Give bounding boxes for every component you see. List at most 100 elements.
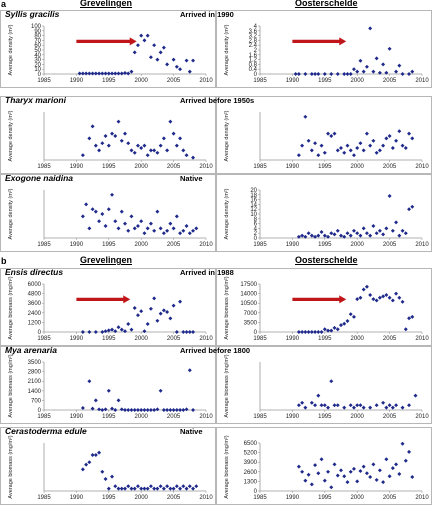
y-tick-label-0-8: 80 — [34, 34, 41, 40]
data-point-1-28 — [410, 69, 415, 74]
data-point-2-7 — [106, 143, 111, 148]
data-point-5-10 — [329, 231, 334, 236]
x-tick-label-2-2: 1995 — [102, 164, 116, 170]
data-point-6-31 — [191, 330, 196, 334]
x-tick-label-3-0: 1985 — [253, 164, 267, 170]
x-tick-label-3-5: 2010 — [415, 164, 429, 170]
species-title-0: Syllis gracilis — [5, 9, 60, 19]
y-tick-label-0-0: 0 — [38, 72, 42, 78]
data-point-9-17 — [361, 405, 366, 410]
data-point-11-24 — [374, 477, 379, 482]
site-label-right-b: Oosterschelde — [295, 255, 358, 265]
data-point-2-1 — [87, 136, 92, 141]
y-tick-label-0-4: 40 — [34, 53, 41, 59]
data-point-10-21 — [148, 484, 153, 489]
x-tick-label-3-2: 1995 — [318, 164, 332, 170]
data-point-6-0 — [80, 330, 85, 334]
species-title-2: Exogone naidina — [5, 173, 74, 183]
data-point-6-14 — [135, 313, 140, 318]
data-point-1-23 — [387, 46, 392, 51]
data-point-1-11 — [348, 72, 353, 76]
data-point-4-15 — [129, 214, 134, 219]
y-tick-label-5-2: 4 — [254, 226, 258, 232]
x-tick-label-7-3: 2000 — [351, 336, 365, 342]
data-point-9-11 — [335, 403, 340, 408]
arrow-head-1 — [339, 37, 347, 46]
x-tick-label-5-3: 2000 — [351, 242, 365, 248]
data-point-9-6 — [319, 403, 324, 408]
data-point-3-29 — [390, 146, 395, 150]
y-tick-label-1-2: 0.8 — [249, 62, 258, 68]
data-point-11-35 — [410, 474, 415, 479]
data-point-4-10 — [113, 219, 118, 224]
data-point-2-29 — [178, 136, 183, 141]
data-point-5-17 — [351, 228, 356, 233]
x-tick-label-8-5: 2010 — [199, 414, 213, 420]
data-point-11-20 — [361, 464, 366, 469]
data-point-4-28 — [171, 226, 176, 231]
x-tick-label-4-3: 2000 — [135, 242, 149, 248]
data-point-3-18 — [355, 146, 360, 150]
data-point-11-3 — [306, 472, 311, 477]
data-point-4-0 — [80, 214, 85, 219]
data-point-8-30 — [181, 408, 186, 412]
x-tick-label-6-0: 1985 — [37, 336, 51, 342]
data-point-9-3 — [309, 400, 314, 405]
x-tick-label-8-2: 1995 — [102, 414, 116, 420]
data-point-1-8 — [335, 72, 340, 76]
x-tick-label-4-1: 1990 — [70, 242, 84, 248]
y-tick-label-7-3: 10500 — [240, 301, 257, 307]
data-point-5-35 — [410, 204, 415, 209]
data-point-4-16 — [132, 226, 137, 231]
x-tick-label-10-1: 1990 — [70, 495, 84, 501]
status-label-4: Arrived before 1800 — [180, 346, 251, 355]
data-point-5-29 — [390, 228, 395, 233]
x-tick-label-9-0: 1985 — [253, 414, 267, 420]
data-point-11-16 — [348, 469, 353, 474]
data-point-11-9 — [326, 469, 331, 474]
data-point-8-17 — [139, 408, 144, 412]
data-point-5-32 — [400, 228, 405, 233]
data-point-10-17 — [135, 484, 140, 489]
y-tick-label-7-5: 17500 — [240, 282, 257, 288]
data-point-10-4 — [93, 453, 98, 457]
data-point-4-31 — [181, 228, 186, 233]
data-point-2-17 — [139, 146, 144, 150]
data-point-4-32 — [184, 224, 189, 228]
y-tick-label-6-2: 2400 — [28, 311, 42, 317]
data-point-11-12 — [335, 473, 340, 478]
data-point-8-10 — [116, 398, 121, 403]
chart-frame-6 — [0, 268, 216, 346]
data-point-0-21 — [145, 33, 150, 38]
data-point-1-0 — [293, 72, 298, 76]
x-tick-label-6-3: 2000 — [135, 336, 149, 342]
data-point-10-26 — [165, 484, 170, 489]
data-point-5-26 — [381, 232, 386, 237]
x-tick-label-9-2: 1995 — [318, 414, 332, 420]
x-tick-label-3-1: 1990 — [286, 164, 300, 170]
y-tick-label-6-5: 6000 — [28, 282, 42, 288]
data-point-3-13 — [339, 146, 343, 150]
data-point-2-24 — [161, 136, 166, 141]
y-tick-label-5-9: 18 — [250, 193, 257, 199]
x-tick-label-2-4: 2005 — [167, 164, 181, 170]
data-point-11-15 — [345, 480, 350, 485]
data-point-5-24 — [374, 231, 379, 236]
data-point-4-29 — [174, 214, 179, 219]
x-tick-label-0-0: 1985 — [37, 78, 51, 84]
data-point-11-21 — [364, 471, 369, 476]
data-point-3-17 — [351, 153, 356, 158]
data-point-1-14 — [358, 58, 363, 63]
species-title-1: Tharyx marioni — [5, 95, 66, 105]
chart-frame-10 — [0, 427, 216, 505]
x-tick-label-6-5: 2010 — [199, 336, 213, 342]
data-point-5-6 — [316, 233, 321, 238]
data-point-8-7 — [106, 388, 111, 393]
data-point-9-9 — [329, 379, 334, 384]
data-point-4-24 — [158, 226, 163, 231]
chart-frame-7 — [216, 268, 432, 346]
x-tick-label-4-4: 2005 — [167, 242, 181, 248]
data-point-2-0 — [80, 153, 85, 158]
data-point-8-11 — [119, 407, 124, 412]
data-point-10-18 — [139, 486, 144, 491]
